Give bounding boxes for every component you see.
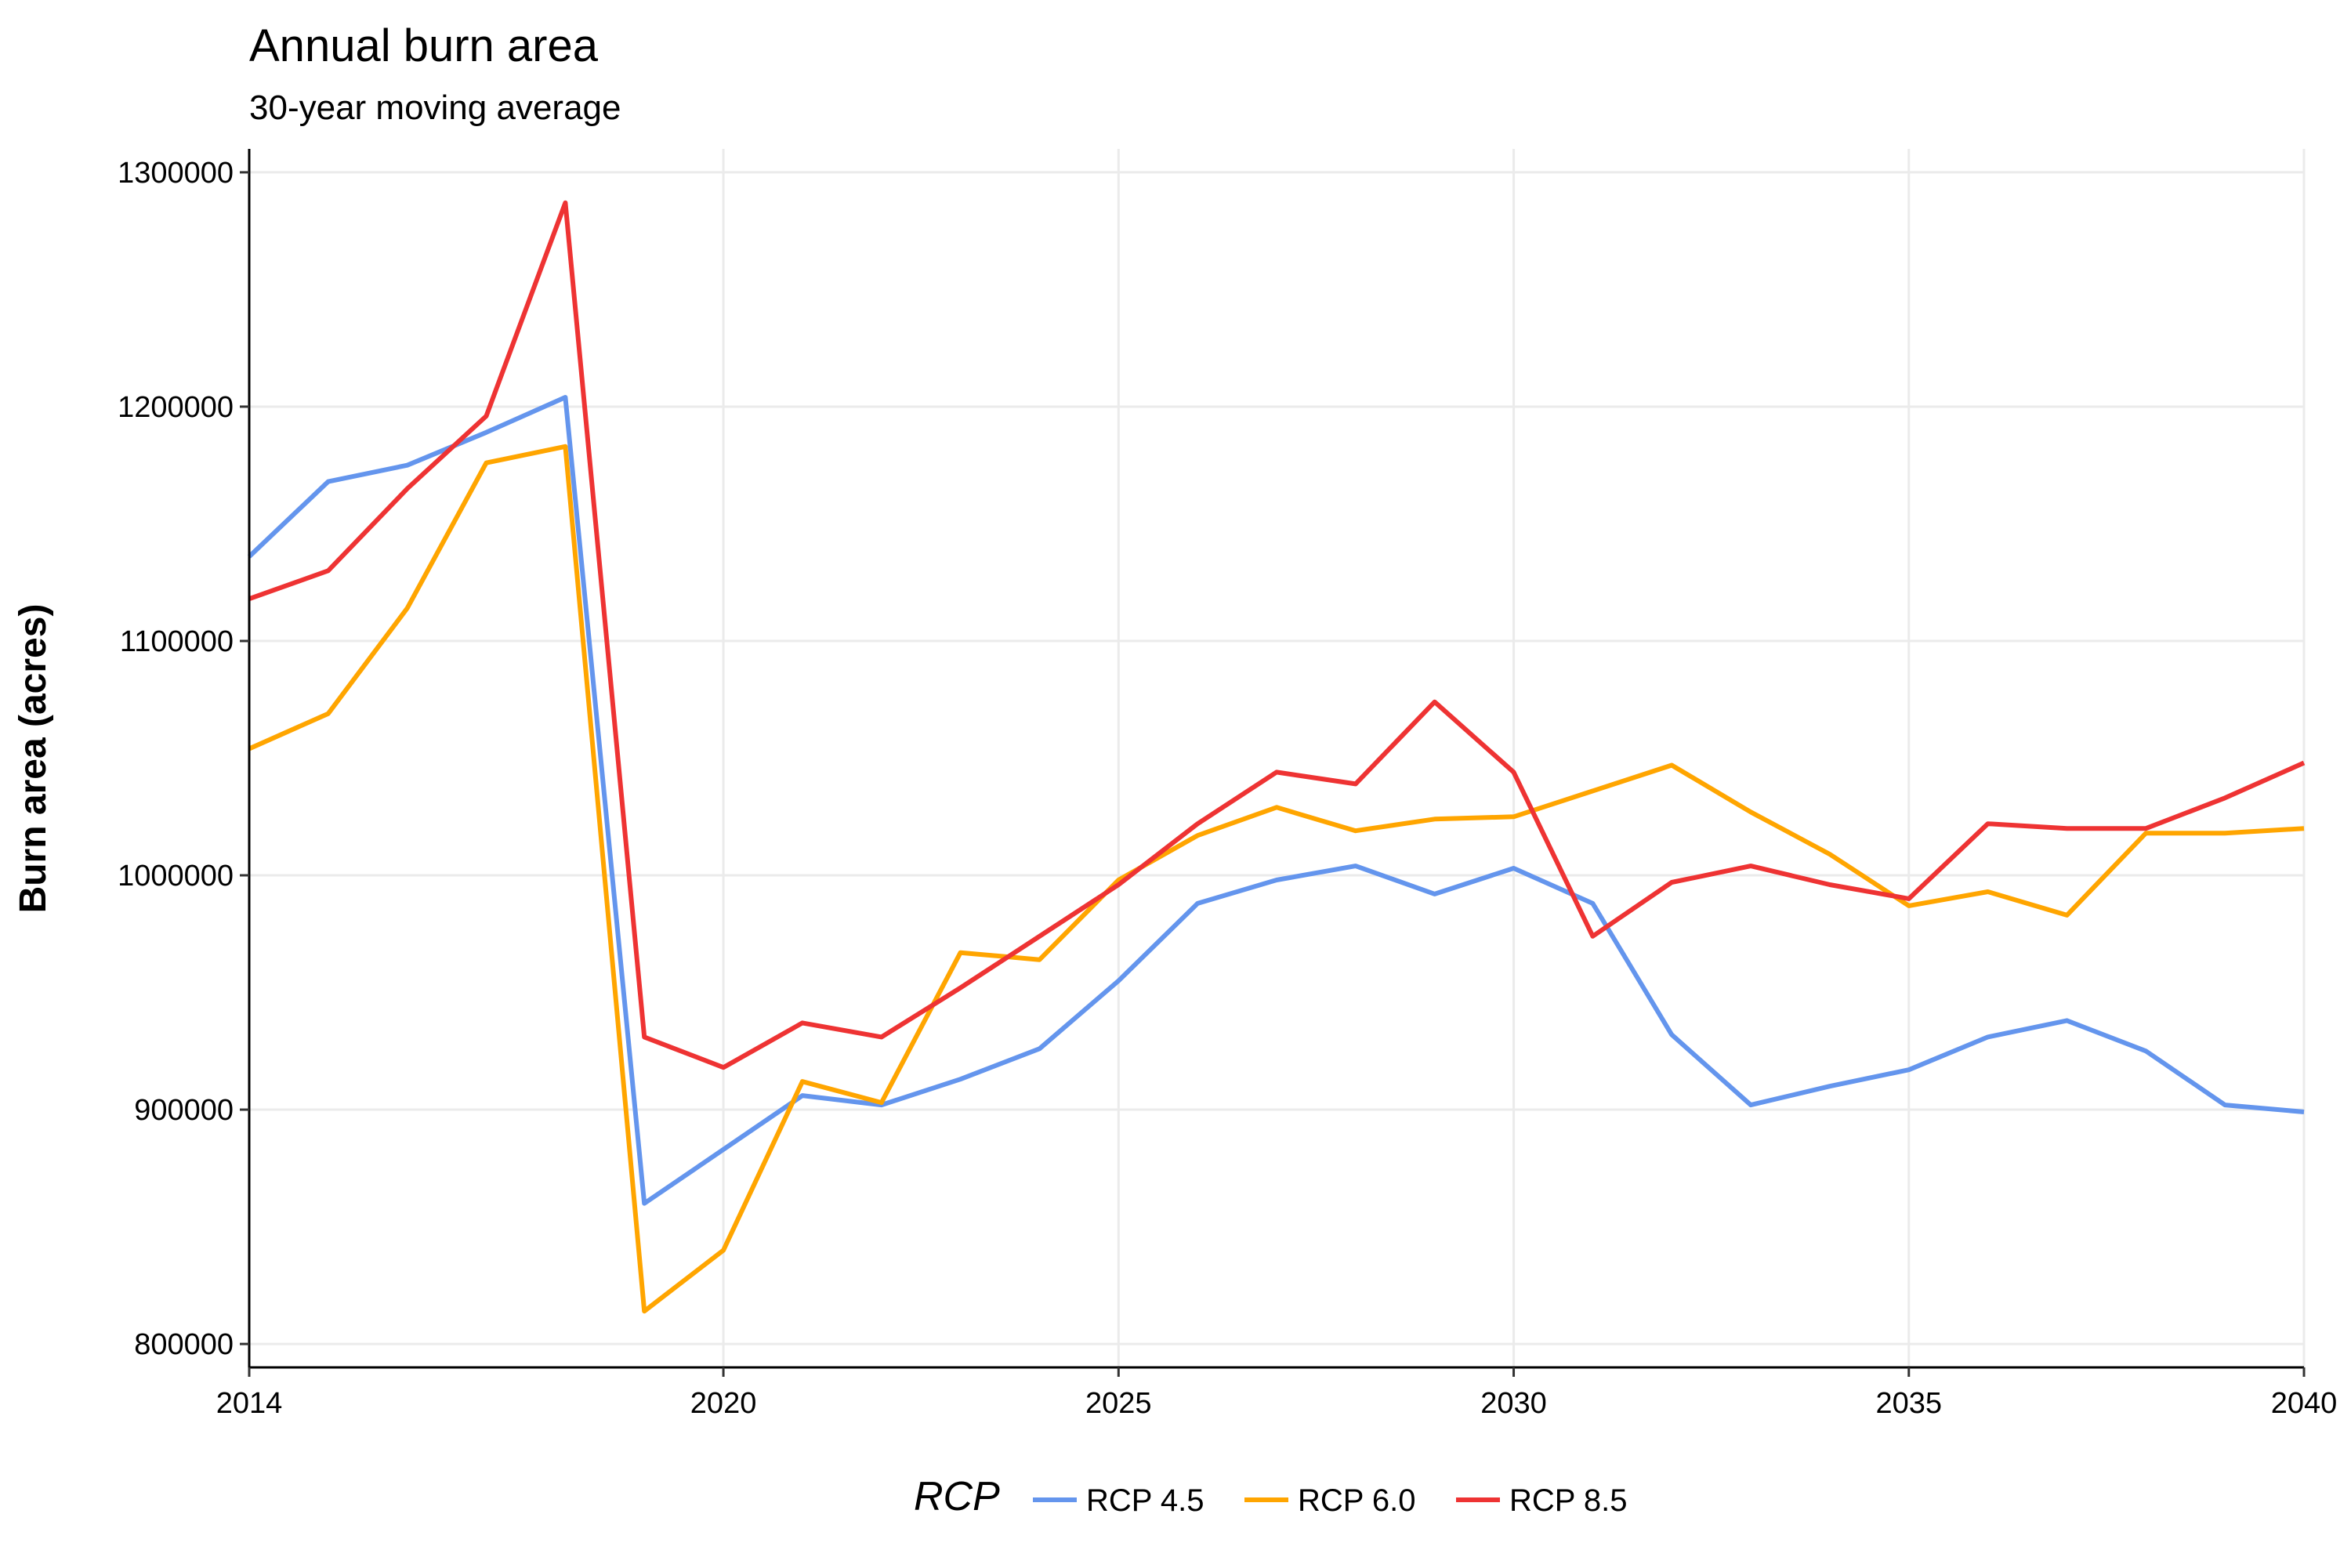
y-tick-label: 900000	[134, 1094, 234, 1127]
x-tick-label: 2014	[216, 1387, 283, 1420]
y-axis-title: Burn area (acres)	[13, 604, 54, 914]
legend-label: RCP 6.0	[1298, 1483, 1415, 1518]
series-line-rcp-8-5	[248, 200, 2306, 1070]
legend: RCP RCP 4.5 RCP 6.0 RCP 8.5	[914, 1474, 1627, 1519]
x-tick-label: 2035	[1875, 1387, 1942, 1420]
grid	[248, 149, 2306, 1367]
legend-title: RCP	[914, 1474, 1000, 1519]
x-tick-label: 2030	[1480, 1387, 1547, 1420]
x-tick-label: 2020	[690, 1387, 757, 1420]
chart-title: Annual burn area	[249, 20, 599, 71]
x-tick-label: 2040	[2271, 1387, 2338, 1420]
series-lines	[247, 200, 2306, 1314]
axes	[240, 149, 2306, 1377]
legend-label: RCP 4.5	[1086, 1483, 1204, 1518]
y-tick-label: 1000000	[118, 860, 234, 893]
chart-subtitle: 30-year moving average	[249, 89, 621, 127]
x-tick-label: 2025	[1085, 1387, 1152, 1420]
y-tick-label: 800000	[134, 1328, 234, 1361]
y-tick-label: 1100000	[120, 625, 234, 658]
y-tick-label: 1300000	[118, 157, 234, 190]
series-line-rcp-6-0	[248, 444, 2305, 1314]
legend-label: RCP 8.5	[1509, 1483, 1627, 1518]
y-tick-label: 1200000	[118, 391, 234, 424]
tick-labels: 800000 900000 1000000 1100000 1200000 1300000…	[118, 157, 2337, 1420]
series-line-rcp-4-5	[247, 395, 2305, 1206]
